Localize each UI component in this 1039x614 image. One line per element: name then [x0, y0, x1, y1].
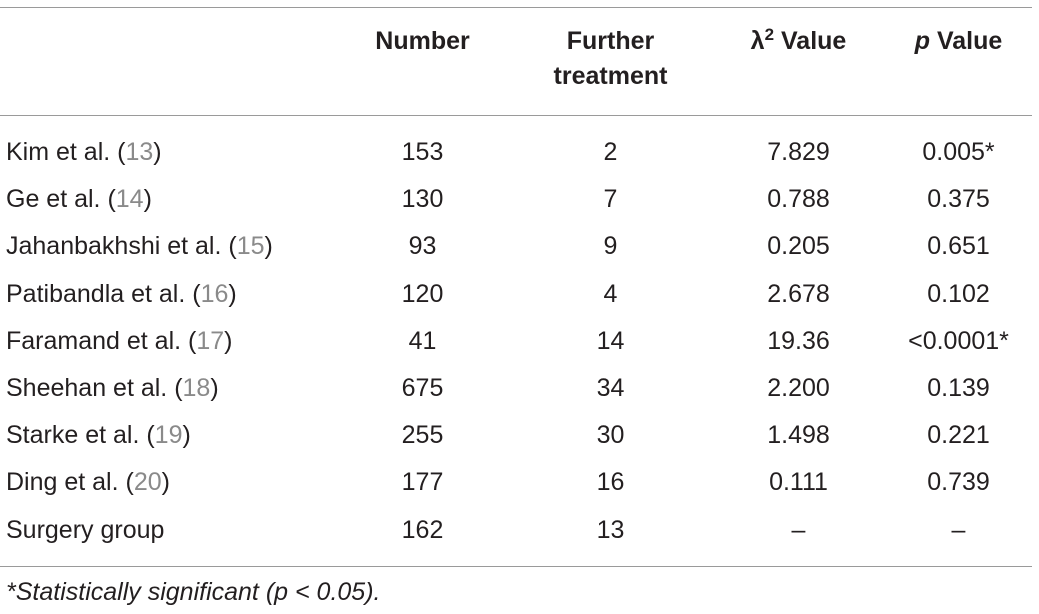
header-p-rest: Value: [930, 27, 1003, 55]
chi-value-cell: 0.788: [767, 185, 830, 214]
study-name-close: ): [228, 279, 237, 308]
table-row: Sheehan et al. (18) 675 34 2.200 0.139: [0, 365, 1032, 412]
further-treatment-cell: 14: [596, 326, 625, 355]
number-cell: 41: [408, 326, 437, 355]
study-name: Kim et al. (: [6, 138, 126, 167]
reference-link[interactable]: 20: [133, 468, 162, 497]
header-further-line1: Further: [566, 27, 655, 55]
p-value-cell: 0.221: [927, 421, 990, 450]
further-treatment-cell: 13: [596, 515, 625, 544]
table-row: Kim et al. (13) 153 2 7.829 0.005*: [0, 115, 1032, 176]
reference-link[interactable]: 13: [125, 138, 154, 167]
study-name-cell: Patibandla et al. (16): [0, 271, 336, 318]
chi-value-cell: 19.36: [767, 326, 830, 355]
header-p-value: p Value: [885, 0, 1032, 115]
table-row: Faramand et al. (17) 41 14 19.36 <0.0001*: [0, 318, 1032, 365]
reference-link[interactable]: 19: [154, 421, 183, 450]
table-footnote: *Statistically significant (p < 0.05).: [6, 578, 381, 606]
p-value-cell: 0.102: [927, 279, 990, 308]
table-row: Jahanbakhshi et al. (15) 93 9 0.205 0.651: [0, 223, 1032, 270]
study-name-cell: Sheehan et al. (18): [0, 365, 336, 412]
reference-link[interactable]: 14: [115, 185, 144, 214]
header-row: Number Further treatment λ2 Value p Valu…: [0, 0, 1032, 115]
chi-value-cell: –: [791, 515, 806, 544]
table-row: Patibandla et al. (16) 120 4 2.678 0.102: [0, 271, 1032, 318]
p-value-cell: 0.139: [927, 374, 990, 403]
header-chi-sup: 2: [764, 25, 775, 44]
further-treatment-cell: 4: [603, 279, 618, 308]
study-name: Faramand et al. (: [6, 326, 197, 355]
number-cell: 177: [401, 468, 444, 497]
header-rule: [0, 115, 1032, 116]
bottom-rule: [0, 566, 1032, 567]
study-name-cell: Surgery group: [0, 507, 336, 554]
reference-link[interactable]: 16: [200, 279, 229, 308]
study-name: Ding et al. (: [6, 468, 134, 497]
study-name: Jahanbakhshi et al. (: [6, 232, 237, 261]
study-name-cell: Jahanbakhshi et al. (15): [0, 223, 336, 270]
chi-value-cell: 2.200: [767, 374, 830, 403]
further-treatment-cell: 2: [603, 138, 618, 167]
study-name-cell: Ding et al. (20): [0, 459, 336, 506]
header-number: Number: [375, 27, 470, 55]
header-further-line2: treatment: [553, 62, 668, 90]
number-cell: 162: [401, 515, 444, 544]
study-name: Ge et al. (: [6, 185, 116, 214]
number-cell: 255: [401, 421, 444, 450]
table-row: Starke et al. (19) 255 30 1.498 0.221: [0, 412, 1032, 459]
header-chi-value: λ2 Value: [712, 0, 885, 115]
p-value-cell: 0.651: [927, 232, 990, 261]
reference-link[interactable]: 17: [196, 326, 225, 355]
study-name: Sheehan et al. (: [6, 374, 183, 403]
chi-value-cell: 1.498: [767, 421, 830, 450]
header-study: [0, 0, 336, 115]
further-treatment-cell: 9: [603, 232, 618, 261]
reference-link[interactable]: 18: [182, 374, 211, 403]
study-name: Patibandla et al. (: [6, 279, 201, 308]
p-value-cell: 0.005*: [922, 138, 995, 167]
study-name-cell: Kim et al. (13): [0, 115, 336, 176]
further-treatment-cell: 34: [596, 374, 625, 403]
reference-link[interactable]: 15: [236, 232, 265, 261]
study-name-close: ): [161, 468, 170, 497]
study-name-close: ): [224, 326, 233, 355]
study-name-close: ): [210, 374, 219, 403]
study-name-close: ): [153, 138, 162, 167]
p-value-cell: 0.375: [927, 185, 990, 214]
study-name: Surgery group: [6, 515, 165, 544]
further-treatment-cell: 7: [603, 185, 618, 214]
study-name: Starke et al. (: [6, 421, 155, 450]
further-treatment-cell: 16: [596, 468, 625, 497]
number-cell: 130: [401, 185, 444, 214]
chi-value-cell: 0.205: [767, 232, 830, 261]
study-name-close: ): [143, 185, 152, 214]
header-chi-symbol: λ: [750, 27, 765, 55]
number-cell: 93: [408, 232, 437, 261]
header-chi-rest: Value: [774, 27, 847, 55]
number-cell: 153: [401, 138, 444, 167]
p-value-cell: 0.739: [927, 468, 990, 497]
top-rule: [0, 7, 1032, 8]
chi-value-cell: 2.678: [767, 279, 830, 308]
table-row: Ge et al. (14) 130 7 0.788 0.375: [0, 176, 1032, 223]
study-name-close: ): [264, 232, 273, 261]
table-row: Surgery group 162 13 – –: [0, 507, 1032, 554]
study-name-close: ): [182, 421, 191, 450]
number-cell: 675: [401, 374, 444, 403]
p-value-cell: –: [951, 515, 966, 544]
header-p-italic: p: [914, 27, 930, 55]
chi-value-cell: 7.829: [767, 138, 830, 167]
header-further-treatment: Further treatment: [509, 0, 712, 115]
comparison-table: Number Further treatment λ2 Value p Valu…: [0, 0, 1032, 554]
study-name-cell: Ge et al. (14): [0, 176, 336, 223]
further-treatment-cell: 30: [596, 421, 625, 450]
study-name-cell: Starke et al. (19): [0, 412, 336, 459]
number-cell: 120: [401, 279, 444, 308]
table-row: Ding et al. (20) 177 16 0.111 0.739: [0, 459, 1032, 506]
study-name-cell: Faramand et al. (17): [0, 318, 336, 365]
chi-value-cell: 0.111: [769, 468, 828, 497]
p-value-cell: <0.0001*: [908, 326, 1009, 355]
